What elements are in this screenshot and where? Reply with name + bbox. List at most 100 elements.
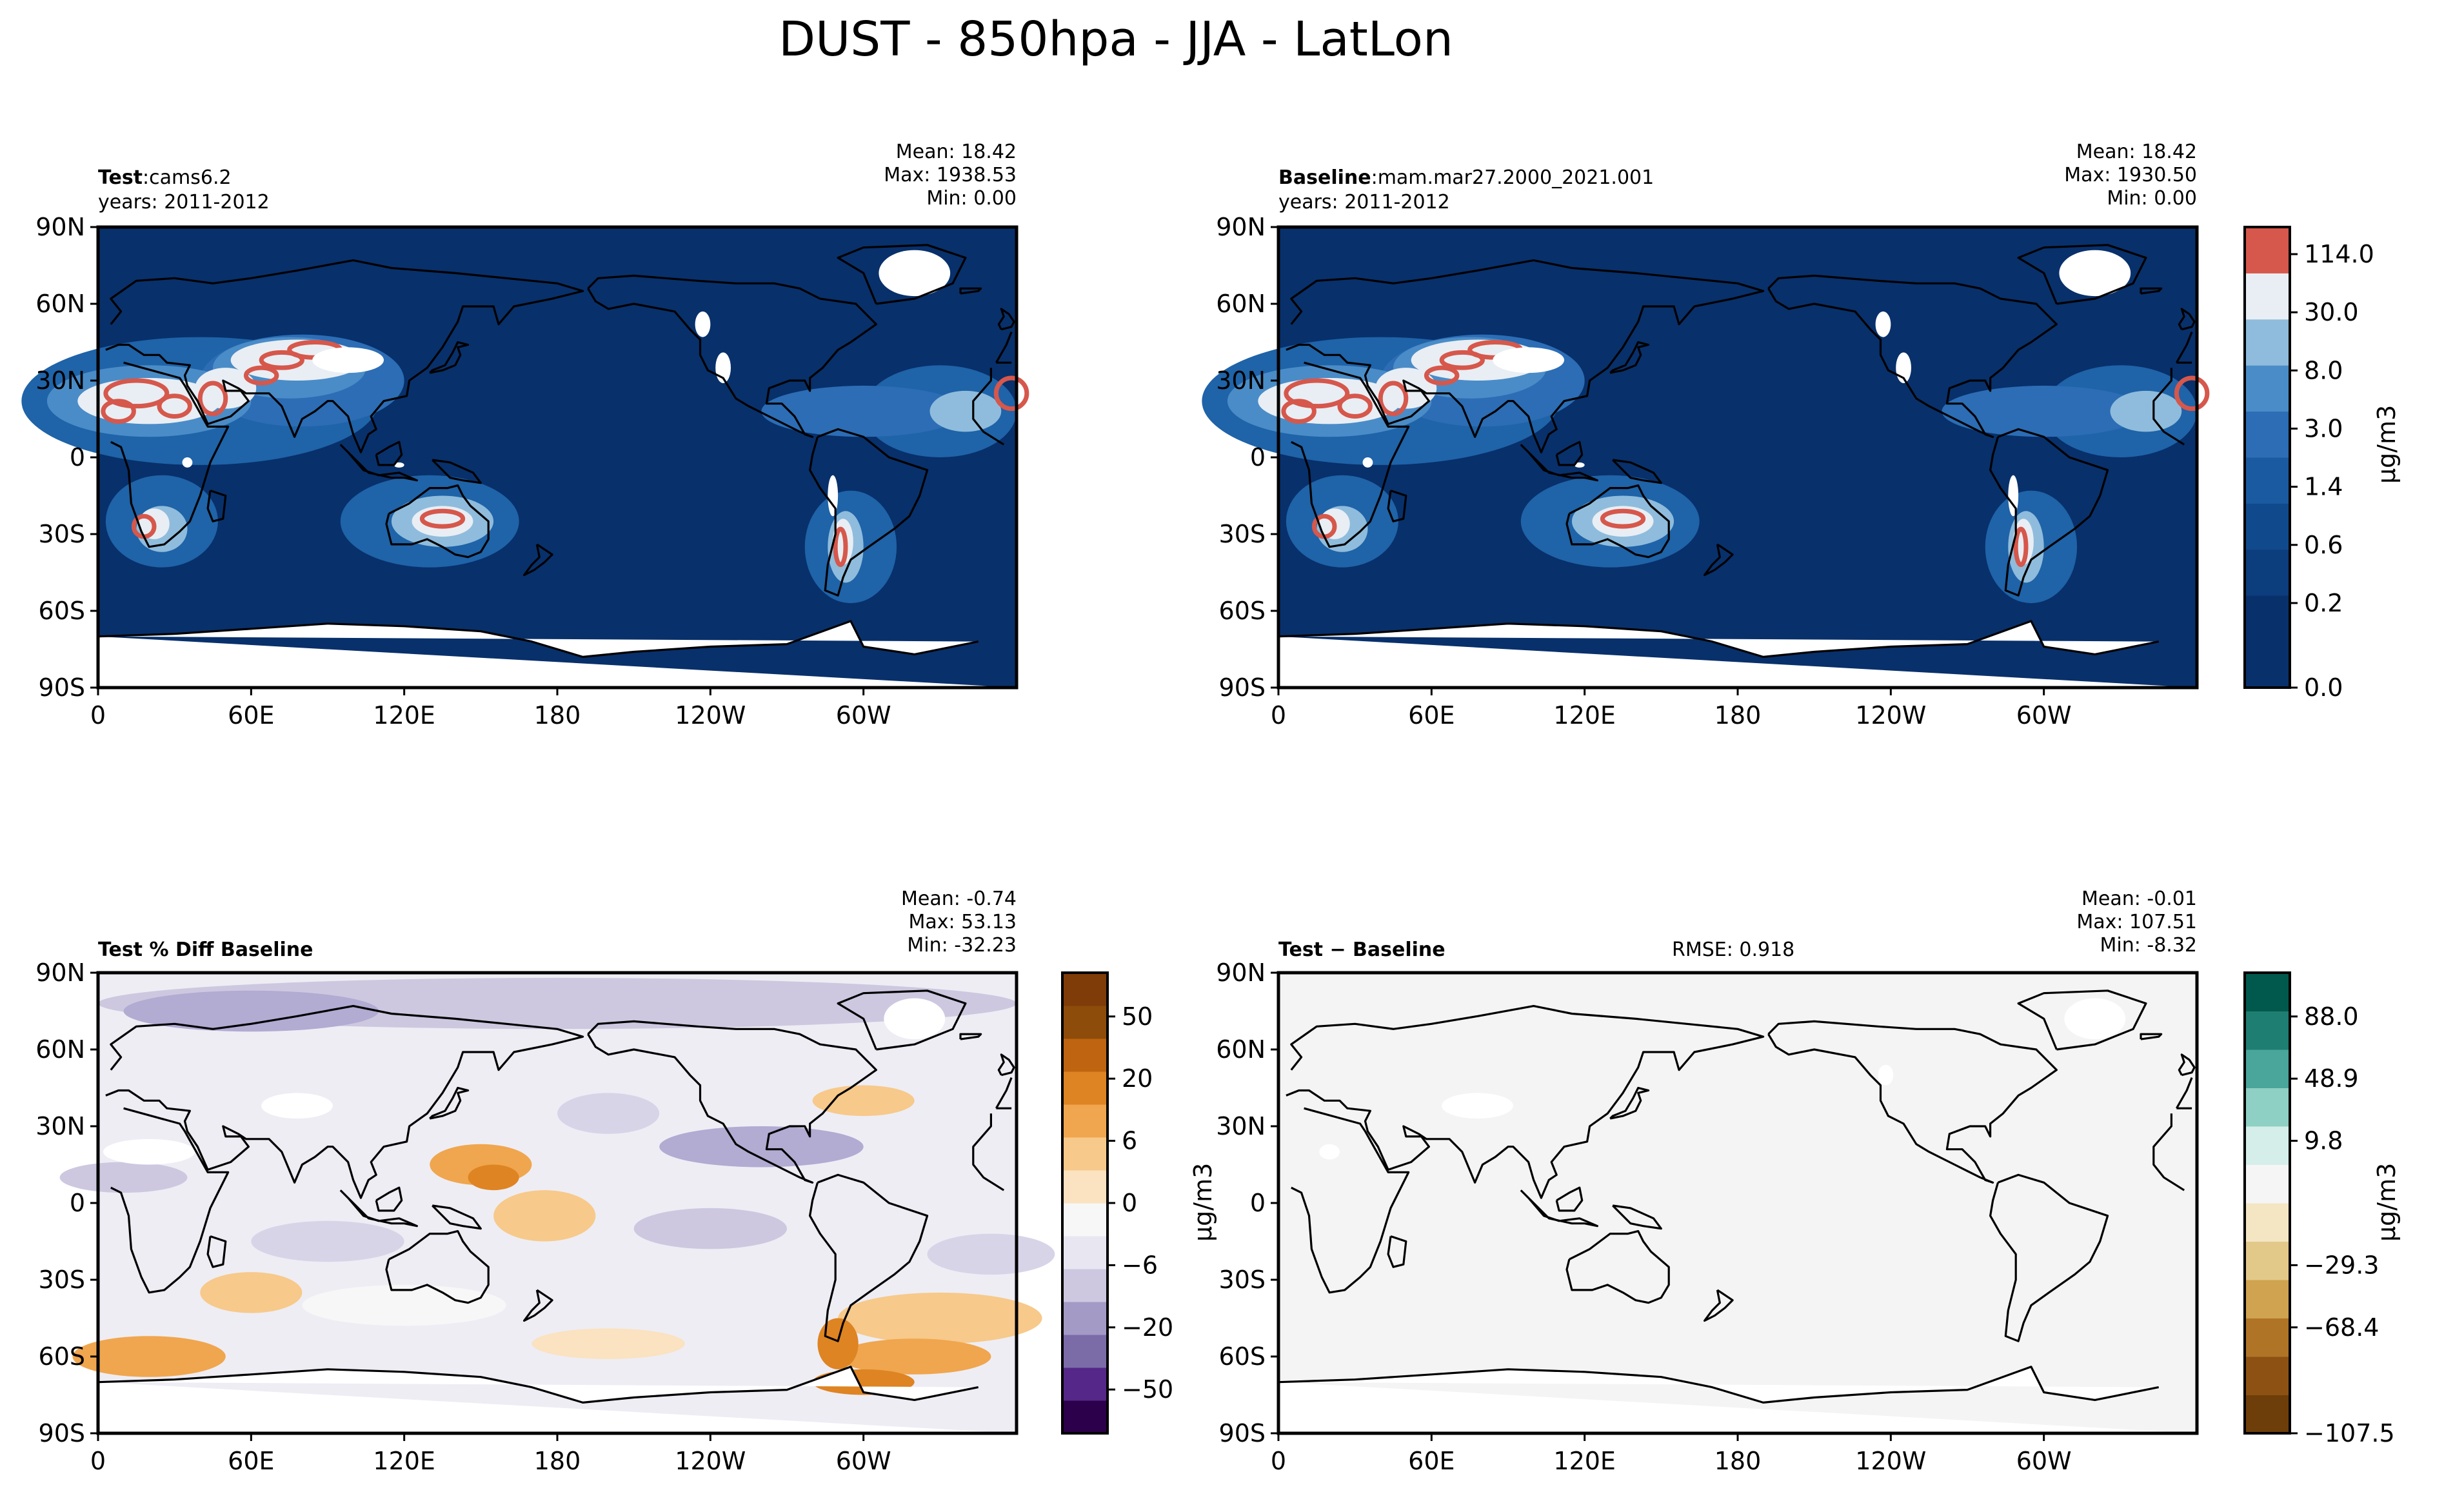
colorbar-segment: [2245, 1126, 2290, 1165]
pctdiff-max: Max: 53.13: [908, 911, 1017, 933]
pct-patch-16: [59, 1162, 188, 1193]
diff-mean: Mean: -0.01: [2081, 888, 2197, 910]
lat-tick-label: 60S: [39, 1342, 85, 1371]
masked-region-0: [879, 250, 951, 297]
lon-tick-label: 0: [90, 1447, 106, 1475]
dust-field: [1202, 250, 2210, 604]
lat-tick-label: 30N: [35, 366, 85, 395]
pct-patch-17: [927, 1233, 1055, 1275]
coast-sAmerica: [809, 428, 929, 597]
lon-tick-label: 120E: [1553, 1447, 1616, 1475]
baseline-label: Baseline: [1278, 166, 1371, 189]
colorbar-frame: [2243, 226, 2291, 689]
coast-madagascar: [1387, 490, 1407, 522]
lat-tick-label: 90N: [35, 959, 85, 987]
coast-africa: [110, 1107, 1005, 1294]
coast-madagascar: [206, 490, 227, 522]
lat-tick-label: 30S: [39, 1266, 85, 1294]
colorbar-label: 0: [1122, 1189, 1137, 1217]
masked-region-6: [1362, 457, 1373, 468]
coastlines: [1278, 244, 2196, 658]
masked-region-6: [182, 457, 193, 468]
diff-title: Test − Baseline: [1278, 939, 1446, 961]
colorbar-segment: [2245, 1241, 2290, 1280]
colorbar-segment: [2245, 641, 2290, 688]
lon-tick-label: 120W: [675, 701, 746, 730]
colorbar-label: 1.4: [2304, 473, 2343, 501]
coast-eurasia: [105, 1005, 1013, 1199]
colorbar-label: −68.4: [2304, 1313, 2379, 1342]
lon-tick-label: 60W: [836, 701, 891, 730]
antarctica-mask: [1278, 621, 2197, 688]
colorbar-label: 9.8: [2304, 1127, 2343, 1155]
colorbar-segment: [2245, 457, 2290, 504]
coastlines: [97, 989, 1015, 1404]
coast-nAmerica: [587, 1020, 877, 1184]
masked-region-1: [393, 462, 404, 468]
lon-tick-label: 60E: [1408, 701, 1455, 730]
dust-contour-114-4: [259, 350, 304, 370]
coast-africa: [1291, 1107, 2185, 1294]
lat-tick-label: 90N: [1216, 959, 1266, 987]
colorbar-segment: [1062, 1071, 1108, 1105]
baseline-stats: Mean: 18.42 Max: 1930.50 Min: 0.00: [1939, 141, 2197, 210]
lon-tick-label: 0: [1271, 701, 1286, 730]
lon-tick-label: 60W: [2016, 1447, 2072, 1475]
test-label: Test: [98, 166, 143, 189]
lon-tick-label: 180: [1714, 701, 1762, 730]
colorbar-segment: [1062, 1367, 1108, 1401]
coast-japan: [429, 341, 470, 374]
colorbar-segment: [1062, 1269, 1108, 1302]
colorbar-label: 6: [1122, 1127, 1137, 1155]
colorbar-segment: [2245, 973, 2290, 1011]
colorbar-segment: [1062, 1137, 1108, 1171]
pct-field: [59, 977, 1055, 1395]
lat-tick-label: 0: [70, 443, 85, 472]
antarctica-mask: [98, 621, 1017, 688]
test-mean: Mean: 18.42: [895, 141, 1017, 163]
lat-tick-label: 60N: [35, 1035, 85, 1064]
colorbar-segment: [1062, 973, 1108, 1006]
masked-region-4: [828, 475, 839, 517]
test-sep: :: [143, 166, 150, 189]
coastlines: [1278, 989, 2196, 1404]
baseline-title: Baseline:mam.mar27.2000_2021.001: [1278, 166, 1654, 189]
colorbar-segment: [1062, 1302, 1108, 1335]
colorbar-segment: [1062, 1400, 1108, 1434]
coast-antarctica: [1278, 620, 2160, 658]
test-case-name: cams6.2: [149, 166, 232, 189]
pct-patch-13: [251, 1220, 404, 1262]
coast-madagascar: [206, 1235, 227, 1268]
coast-greenland: [837, 244, 967, 305]
colorbar-segment: [2245, 1357, 2290, 1395]
coast-borneo: [1555, 441, 1584, 466]
colorbar-label: 88.0: [2304, 1002, 2359, 1031]
lat-tick-label: 60S: [1219, 597, 1266, 625]
masked-region-2: [1875, 311, 1891, 337]
colorbar-segment: [1062, 1006, 1108, 1039]
pctdiff-side-unit-text: μg/m3: [1189, 1162, 1217, 1242]
dust-contour-114-9: [2013, 526, 2029, 568]
pct-masked-0: [103, 1138, 195, 1165]
colorbar-segment: [1062, 1335, 1108, 1368]
lon-tick-label: 60E: [1408, 1447, 1455, 1475]
coast-nz: [523, 543, 553, 577]
coast-eurasia: [1286, 259, 2193, 453]
coast-indonesia: [339, 1189, 418, 1228]
lat-tick-label: 60N: [35, 290, 85, 318]
pct-patch-3: [557, 1093, 660, 1134]
colorbar-segment: [2245, 273, 2290, 320]
pctdiff-min: Min: -32.23: [907, 934, 1017, 957]
lon-tick-label: 120E: [373, 701, 435, 730]
colorbar-label: 0.6: [2304, 531, 2343, 559]
colorbar-frame: [2243, 971, 2291, 1435]
lon-tick-label: 0: [1271, 1447, 1286, 1475]
colorbar-segment: [2245, 319, 2290, 366]
diff-masked-1: [2064, 998, 2126, 1040]
coast-japan: [1609, 1086, 1650, 1120]
colorbar-segment: [1062, 1104, 1108, 1138]
dust-contour-114-2: [1337, 393, 1373, 419]
coast-iceland: [2140, 287, 2163, 295]
coast-japan: [1609, 341, 1650, 374]
